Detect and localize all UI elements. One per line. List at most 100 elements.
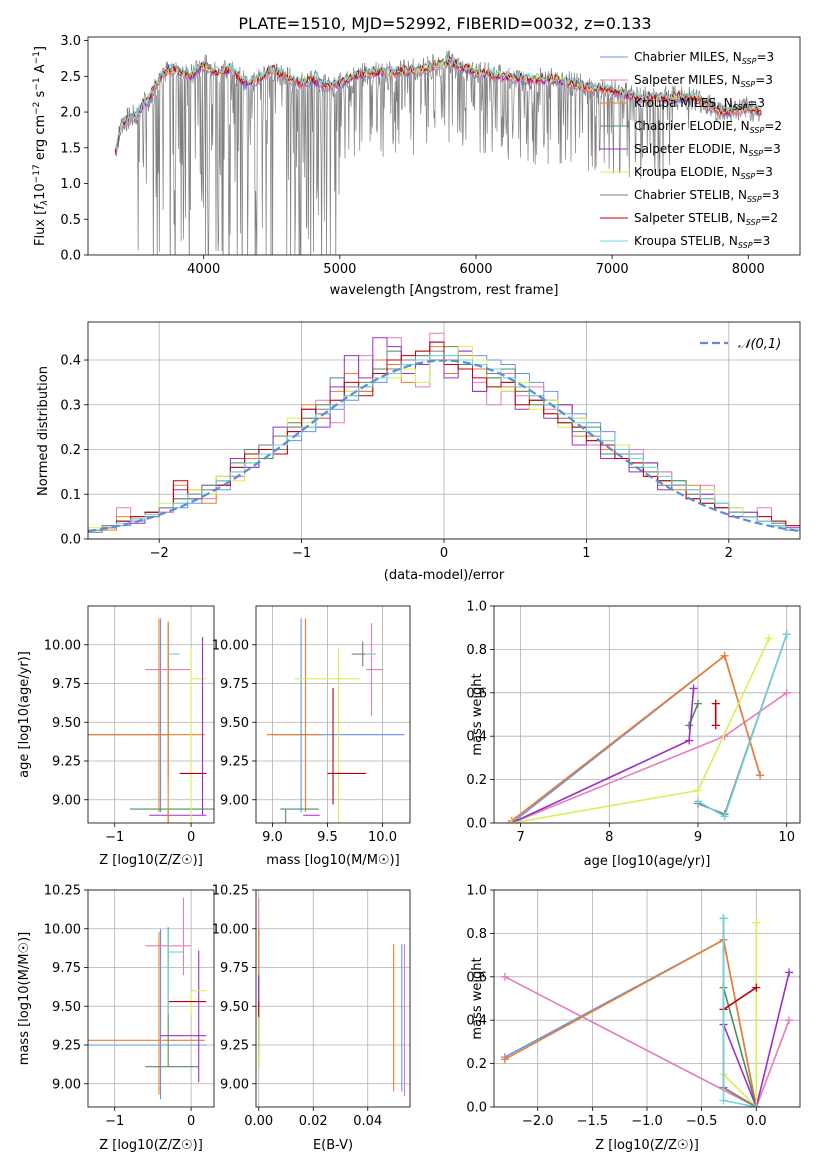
y-tick-label: 0.0	[60, 249, 81, 264]
x-axis-label: (data-model)/error	[384, 568, 505, 583]
weight-line	[504, 976, 790, 1107]
y-tick-label: 0.4	[60, 354, 81, 369]
plus-marker	[764, 634, 773, 643]
age-vs-metallicity-panel: −1 0 9.00 9.25 9.50 9.75 10.00 Z [log10(Z/Z☉)] a…	[17, 605, 215, 868]
y-tick-label: 0.8	[466, 643, 487, 658]
x-tick-label: 8	[605, 830, 613, 845]
x-tick-label: 10	[778, 830, 795, 845]
x-tick-label: 7000	[596, 262, 629, 277]
x-tick-label: 0.02	[299, 1114, 328, 1129]
x-axis-label: E(B-V)	[313, 1138, 353, 1153]
y-tick-label: 9.75	[220, 677, 249, 692]
plus-marker	[694, 699, 702, 708]
weight-line	[723, 986, 757, 1011]
y-tick-label: 0.0	[466, 1101, 487, 1116]
y-axis-label: age [log10(age/yr)]	[17, 651, 32, 778]
y-axis-label: mass weight	[470, 957, 485, 1039]
y-tick-label: 10.00	[44, 922, 81, 937]
y-tick-label: 9.75	[52, 677, 81, 692]
x-axis-label: Z [log10(Z/Z☉)]	[99, 853, 203, 868]
x-tick-label: −1	[105, 830, 124, 845]
y-tick-label: 9.50	[220, 1000, 249, 1015]
plus-marker	[694, 797, 702, 806]
y-axis-label: Normed distribution	[36, 366, 51, 496]
plus-marker	[694, 786, 702, 795]
x-axis-label: mass [log10(M/M☉)]	[266, 853, 399, 868]
mass-vs-ebv-panel: 0.00 0.02 0.04 9.00 9.25 9.50 9.75 10.00 10.25 E(…	[212, 884, 411, 1153]
plus-marker	[782, 630, 791, 639]
x-tick-label: 2	[725, 546, 733, 561]
plus-marker	[500, 972, 509, 981]
x-tick-label: −2	[150, 546, 169, 561]
plus-marker	[500, 1055, 509, 1064]
plus-marker	[752, 983, 761, 992]
y-axis-label: Flux [fλ10−17 erg cm−2 s−1 A−1]	[32, 46, 50, 246]
y-tick-label: 9.25	[52, 1039, 81, 1054]
y-tick-label: 9.00	[52, 1077, 81, 1092]
plus-marker	[785, 1016, 794, 1025]
plus-marker	[689, 684, 698, 693]
x-tick-label: 10.0	[368, 830, 397, 845]
legend-label: Chabrier MILES, NSSP=3	[634, 50, 774, 66]
y-tick-label: 0.4	[466, 730, 487, 745]
y-tick-label: 0.2	[466, 773, 487, 788]
y-tick-label: 9.25	[220, 755, 249, 770]
y-tick-label: 10.25	[212, 884, 249, 899]
y-tick-label: 10.00	[44, 638, 81, 653]
x-tick-label: 0.04	[353, 1114, 382, 1129]
y-tick-label: 9.50	[52, 716, 81, 731]
plus-marker	[711, 721, 720, 730]
x-tick-label: 0	[187, 830, 195, 845]
y-tick-label: 0.6	[466, 970, 487, 985]
plot-area	[88, 897, 207, 1100]
plus-marker	[782, 688, 791, 697]
axes-frame	[493, 605, 801, 824]
x-tick-label: 4000	[187, 262, 220, 277]
y-tick-label: 9.75	[52, 961, 81, 976]
plus-marker	[720, 651, 729, 660]
y-tick-label: 9.50	[52, 1000, 81, 1015]
x-tick-label: 7	[516, 830, 524, 845]
x-tick-label: −2.0	[522, 1114, 554, 1129]
y-tick-label: 9.00	[52, 793, 81, 808]
plus-marker	[711, 699, 720, 708]
weight-line	[504, 938, 758, 1107]
plus-marker	[685, 721, 694, 730]
axes-frame	[87, 889, 215, 1108]
y-tick-label: 0.2	[60, 443, 81, 458]
x-tick-label: −1	[105, 1114, 124, 1129]
y-tick-label: 0.1	[60, 488, 81, 503]
x-tick-label: 5000	[323, 262, 356, 277]
spectrum-panel: 4000 5000 6000 7000 8000 0.0 0.5 1.0 1.5 2.0 2.5 3.…	[32, 34, 801, 298]
y-tick-label: 0.0	[466, 817, 487, 832]
y-tick-label: 9.00	[220, 1077, 249, 1092]
histogram-step-line	[88, 355, 800, 531]
x-tick-label: 9.0	[262, 830, 283, 845]
weight-line	[722, 987, 758, 1107]
y-tick-label: 1.0	[60, 177, 81, 192]
legend-label: Salpeter MILES, NSSP=3	[634, 73, 773, 89]
axes-frame	[255, 889, 411, 1108]
y-tick-label: 0.3	[60, 398, 81, 413]
axes-frame	[87, 36, 801, 256]
y-tick-label: 1.0	[466, 884, 487, 899]
plus-marker	[752, 1103, 761, 1107]
y-axis-label: mass weight	[470, 673, 485, 755]
plus-marker	[752, 918, 761, 927]
histogram-plot-area	[88, 332, 800, 533]
plot-area	[507, 630, 791, 823]
plus-marker	[685, 736, 694, 745]
model-spectrum-line	[114, 56, 762, 149]
legend-label: Salpeter ELODIE, NSSP=3	[634, 142, 781, 158]
y-tick-label: 9.25	[52, 755, 81, 770]
x-tick-label: 0.00	[244, 1114, 273, 1129]
x-axis-label: Z [log10(Z/Z☉)]	[99, 1138, 203, 1153]
figure-title: PLATE=1510, MJD=52992, FIBERID=0032, z=0…	[238, 14, 651, 33]
plot-area	[88, 618, 214, 823]
y-tick-label: 9.75	[220, 961, 249, 976]
plus-marker	[719, 914, 728, 923]
axes-frame	[493, 889, 801, 1108]
y-tick-label: 0.8	[466, 927, 487, 942]
weight-line	[697, 633, 788, 818]
x-tick-label: 9	[694, 830, 702, 845]
